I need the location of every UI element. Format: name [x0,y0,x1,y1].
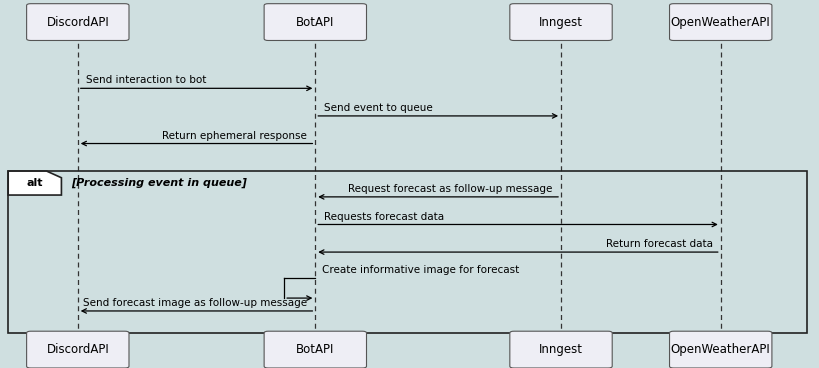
Text: Inngest: Inngest [539,15,583,29]
Text: DiscordAPI: DiscordAPI [47,343,109,356]
Text: Request forecast as follow-up message: Request forecast as follow-up message [348,184,553,194]
Text: Send interaction to bot: Send interaction to bot [86,75,206,85]
Polygon shape [8,171,61,195]
Text: Send event to queue: Send event to queue [324,103,432,113]
Text: DiscordAPI: DiscordAPI [47,15,109,29]
Text: Requests forecast data: Requests forecast data [324,212,444,222]
FancyBboxPatch shape [264,4,367,40]
FancyBboxPatch shape [670,331,771,368]
Text: BotAPI: BotAPI [296,343,334,356]
FancyBboxPatch shape [509,4,613,40]
Text: alt: alt [26,178,43,188]
Text: Inngest: Inngest [539,343,583,356]
Text: OpenWeatherAPI: OpenWeatherAPI [671,15,771,29]
FancyBboxPatch shape [26,331,129,368]
Text: [Processing event in queue]: [Processing event in queue] [71,178,247,188]
Text: Return forecast data: Return forecast data [605,239,713,249]
Text: Return ephemeral response: Return ephemeral response [162,131,307,141]
Text: Send forecast image as follow-up message: Send forecast image as follow-up message [83,298,307,308]
Text: Create informative image for forecast: Create informative image for forecast [322,265,519,275]
Text: BotAPI: BotAPI [296,15,334,29]
FancyBboxPatch shape [509,331,613,368]
FancyBboxPatch shape [264,331,367,368]
Text: OpenWeatherAPI: OpenWeatherAPI [671,343,771,356]
FancyBboxPatch shape [26,4,129,40]
FancyBboxPatch shape [670,4,771,40]
